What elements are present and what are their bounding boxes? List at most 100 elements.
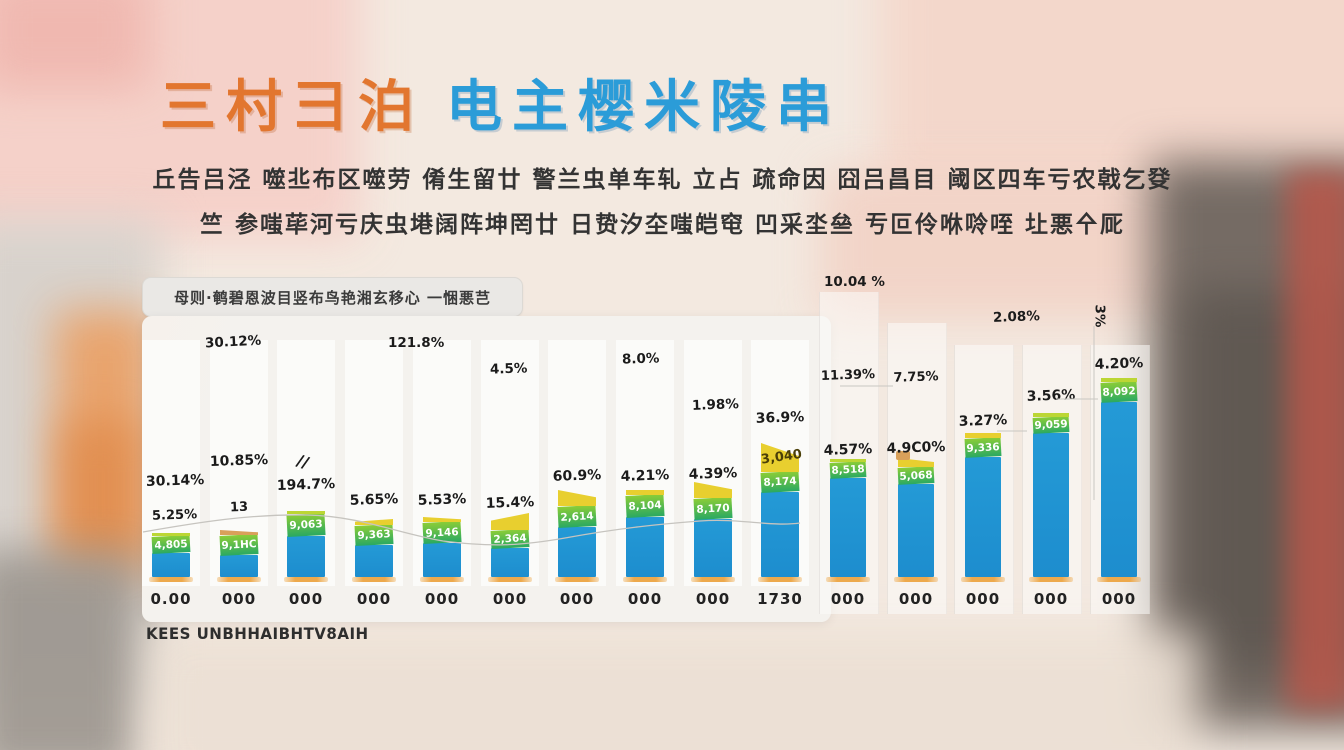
x-axis-label: 000 (1101, 590, 1137, 608)
bar-base (555, 577, 599, 582)
bar-pct-label-2: 5.25% (151, 507, 198, 524)
bar-pct-label: 4.9C0% (886, 438, 946, 458)
floating-label: 2.08% (992, 308, 1041, 326)
bar-base (1029, 577, 1073, 582)
bar-blue-segment (491, 548, 529, 577)
chart-legend-bar: 母则·鹌碧恩波目竖布鸟艳湘玄移心 一悃悪芑 (142, 277, 523, 317)
bar-blue-segment (694, 519, 732, 577)
x-axis-label: 000 (221, 590, 257, 608)
bar-base (217, 577, 261, 582)
bar-base (284, 577, 328, 582)
floating-label: 30.12% (204, 332, 262, 352)
bar-pct-label: 3.27% (958, 412, 1008, 430)
x-axis-label: 1730 (757, 590, 803, 608)
bar-pct-label-2: 13 (229, 499, 249, 516)
bar-cap (965, 433, 1001, 438)
bar-base (826, 577, 870, 582)
subtitle-line-1: 丘告吕泾 噬丠布区噬劳 倄生留廿 警兰虫单车轧 立占 疏命因 囧吕昌目 阈区四车… (152, 167, 1173, 193)
bar-blue-segment (355, 545, 393, 577)
x-axis-label: 000 (627, 590, 663, 608)
bar-cap (287, 511, 325, 514)
bar-cap (1033, 413, 1069, 417)
x-axis-label: 000 (356, 590, 392, 608)
bar-value-band: 9,146 (422, 521, 462, 544)
x-axis-label: 000 (898, 590, 934, 608)
bar-blue-segment (558, 527, 596, 577)
bar-value-band: 8,174 (760, 471, 800, 493)
bar-base (758, 577, 802, 582)
source-text: KEES UNBHHAIBHTV8AIH (146, 624, 369, 643)
bar-pct-label: 60.9% (552, 467, 602, 485)
floating-label: 121.8% (388, 335, 445, 351)
floating-label: 10.04 % (824, 274, 885, 290)
bar-base (352, 577, 396, 582)
x-axis-label: 000 (424, 590, 460, 608)
x-axis-label: 0.00 (150, 590, 192, 608)
bar-blue-segment (965, 457, 1001, 577)
bar-base (623, 577, 667, 582)
bar-blue-segment (626, 517, 664, 577)
bar-base (691, 577, 735, 582)
bar-value-band: 8,092 (1100, 381, 1138, 403)
bar-base (894, 577, 938, 582)
bar-pct-label: 30.14% (145, 471, 205, 491)
bar-blue-segment (1101, 402, 1137, 577)
x-axis-label: 000 (1033, 590, 1069, 608)
bar-cap (1101, 378, 1137, 382)
subtitle-line-2: 竺 参嗤荜河亏庆虫塂阔阵坤罔廿 日贽汐圶嗤皑窀 凹采坔亝 亐叵伶咻唥咥 圵悪㐃厑 (199, 212, 1126, 238)
bar-cap-accent (896, 451, 910, 460)
floating-label: 1.98% (691, 396, 740, 414)
bar-base (149, 577, 193, 582)
bar-value-band: 8,518 (829, 461, 867, 479)
bar-cap (898, 458, 934, 467)
bar-blue-segment (1033, 433, 1069, 577)
bar-pct-label: 5.53% (417, 491, 467, 509)
bar-value-band: 5,068 (897, 466, 935, 485)
bar-base (1097, 577, 1141, 582)
bar-cap (626, 490, 664, 495)
bar-cap (152, 533, 190, 536)
bar-value-band: 9,363 (354, 524, 394, 546)
bar-blue-segment (220, 555, 258, 577)
bar-pct-label: 4.21% (620, 467, 670, 485)
bar-value-band: 9,059 (1032, 416, 1070, 434)
floating-label: 4.5% (489, 360, 528, 378)
title-orange-part: 三村彐泊 (160, 75, 424, 140)
bar-value-band: 8,170 (693, 497, 733, 520)
bar-value-band: 9,336 (964, 437, 1002, 458)
bar-blue-segment (152, 553, 190, 577)
bar-cap (830, 459, 866, 462)
bar-value-band: 4,805 (151, 535, 191, 554)
bar-pct-label-2: 11.39% (820, 367, 876, 384)
bar-pct-label: 3.56% (1026, 387, 1076, 405)
bar-value-band: 2,614 (557, 505, 597, 528)
bar-pct-label: 194.7% (276, 475, 336, 495)
bar-blue-segment (287, 536, 325, 577)
bar-blue-segment (423, 543, 461, 577)
bar-value-band: 2,364 (490, 529, 530, 549)
bar-pct-label: 4.57% (823, 441, 873, 459)
x-axis-label: 000 (492, 590, 528, 608)
x-axis-label: 000 (288, 590, 324, 608)
bar-pct-label-2: 7.75% (893, 369, 939, 386)
title-blue-part: 电主樱米陵串 (446, 75, 842, 140)
x-axis-label: 000 (559, 590, 595, 608)
bar-pct-label: 4.39% (688, 465, 738, 483)
floating-label: 8.0% (621, 350, 660, 368)
x-axis-label: 000 (965, 590, 1001, 608)
bar-blue-segment (830, 478, 866, 577)
bar-base (961, 577, 1005, 582)
bar-value-band: 8,104 (625, 494, 665, 518)
x-axis-label: 000 (695, 590, 731, 608)
floating-label: 3% (1091, 304, 1108, 328)
bar-pct-label: 15.4% (485, 494, 535, 512)
x-axis-label: 000 (830, 590, 866, 608)
bar-pct-label: 5.65% (349, 491, 399, 509)
bar-value-band: 9,1HC (219, 534, 259, 556)
bar-blue-segment (761, 492, 799, 577)
bar-pct-label: 10.85% (209, 451, 269, 471)
bar-pct-label: 36.9% (755, 409, 805, 427)
